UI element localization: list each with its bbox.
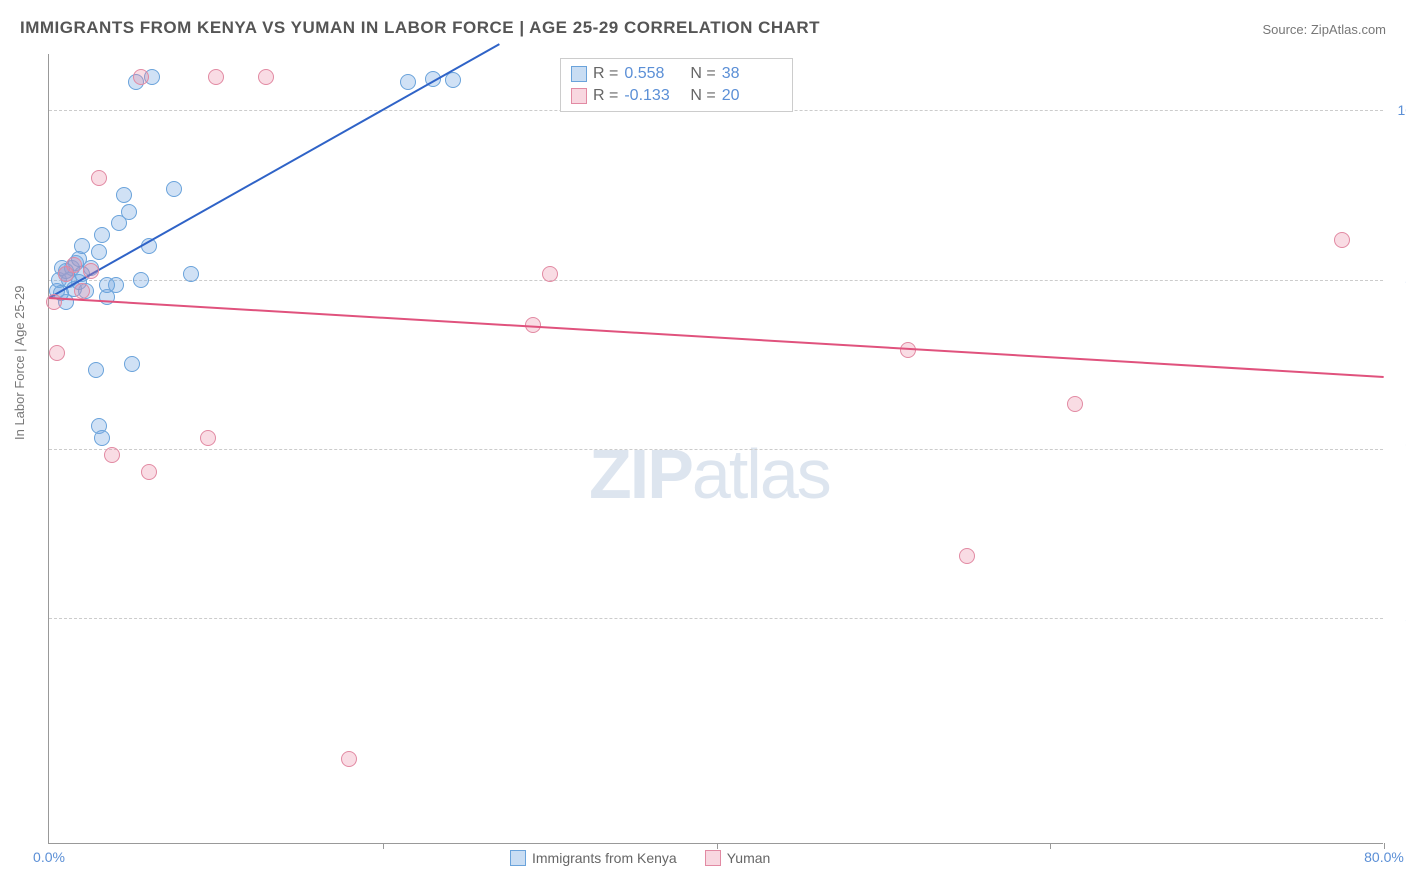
data-point [91,170,107,186]
data-point [99,277,115,293]
y-tick-label: 100.0% [1390,102,1406,118]
r-label: R = [593,65,618,83]
legend-swatch [510,850,526,866]
n-label: N = [690,65,715,83]
r-value: -0.133 [624,87,684,105]
correlation-legend: R = 0.558 N = 38 R = -0.133 N = 20 [560,58,793,112]
data-point [200,430,216,446]
data-point [183,266,199,282]
data-point [959,548,975,564]
n-label: N = [690,87,715,105]
data-point [83,263,99,279]
legend-swatch [571,88,587,104]
data-point [141,464,157,480]
data-point [166,181,182,197]
watermark-bold: ZIP [589,435,692,513]
grid-line [49,449,1383,450]
legend-label: Immigrants from Kenya [532,850,677,866]
data-point [400,74,416,90]
data-point [116,187,132,203]
data-point [74,238,90,254]
data-point [208,69,224,85]
legend-item: Immigrants from Kenya [510,850,677,866]
data-point [133,272,149,288]
y-tick-label: 55.0% [1390,610,1406,626]
legend-label: Yuman [727,850,771,866]
legend-swatch [571,66,587,82]
chart-title: IMMIGRANTS FROM KENYA VS YUMAN IN LABOR … [20,18,820,38]
data-point [1334,232,1350,248]
watermark-rest: atlas [692,435,830,513]
x-tick-label: 80.0% [1364,849,1404,865]
data-point [542,266,558,282]
grid-line [49,280,1383,281]
trend-line [49,297,1384,378]
r-value: 0.558 [624,65,684,83]
data-point [66,257,82,273]
scatter-plot: ZIPatlas 55.0%70.0%85.0%100.0%0.0%80.0% [48,54,1383,844]
data-point [94,430,110,446]
r-label: R = [593,87,618,105]
source-label: Source: ZipAtlas.com [1262,22,1386,37]
data-point [341,751,357,767]
data-point [91,244,107,260]
y-tick-label: 70.0% [1390,441,1406,457]
legend-row: R = -0.133 N = 20 [571,85,782,107]
grid-line [49,618,1383,619]
trend-line [49,43,501,299]
data-point [94,227,110,243]
data-point [258,69,274,85]
legend-row: R = 0.558 N = 38 [571,63,782,85]
x-tick-mark [717,843,718,849]
data-point [74,283,90,299]
data-point [88,362,104,378]
y-axis-label: In Labor Force | Age 25-29 [12,286,27,440]
x-tick-mark [1050,843,1051,849]
legend-swatch [705,850,721,866]
x-tick-mark [383,843,384,849]
data-point [121,204,137,220]
n-value: 20 [722,87,782,105]
data-point [104,447,120,463]
n-value: 38 [722,65,782,83]
x-tick-label: 0.0% [33,849,65,865]
data-point [133,69,149,85]
watermark: ZIPatlas [589,434,830,514]
series-legend: Immigrants from Kenya Yuman [510,850,770,866]
data-point [49,345,65,361]
legend-item: Yuman [705,850,771,866]
y-tick-label: 85.0% [1390,272,1406,288]
data-point [1067,396,1083,412]
data-point [124,356,140,372]
